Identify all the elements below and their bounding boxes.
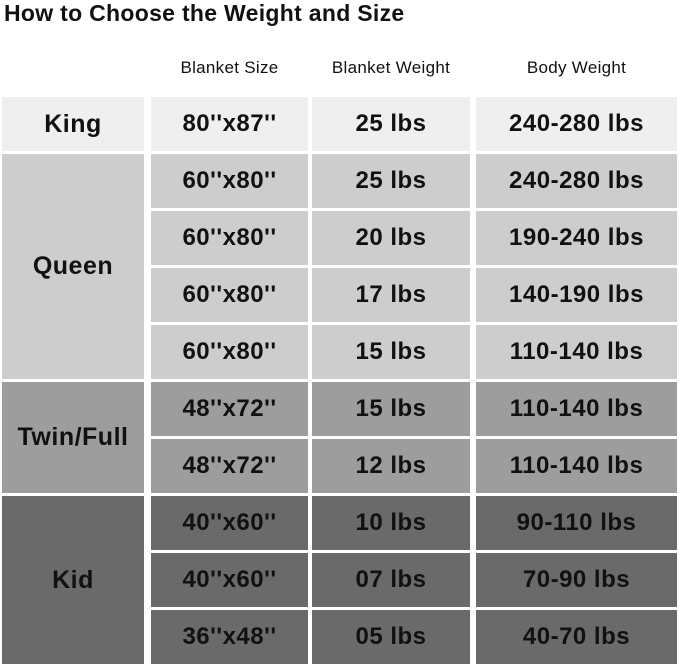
blanket-weight-cell: 15 lbs bbox=[312, 325, 470, 379]
blanket-weight-cell: 05 lbs bbox=[312, 610, 470, 664]
blanket-weight-cell: 10 lbs bbox=[312, 496, 470, 550]
blanket-size-cell: 36''x48'' bbox=[151, 610, 308, 664]
blanket-size-cell: 40''x60'' bbox=[151, 496, 308, 550]
body-weight-cell: 240-280 lbs bbox=[476, 97, 677, 151]
header-body-weight: Body Weight bbox=[526, 58, 627, 77]
blanket-weight-cell: 17 lbs bbox=[312, 268, 470, 322]
blanket-size-cell: 48''x72'' bbox=[151, 439, 308, 493]
body-weight-cell: 110-140 lbs bbox=[476, 439, 677, 493]
blanket-weight-cell: 20 lbs bbox=[312, 211, 470, 265]
size-group-label: Twin/Full bbox=[2, 382, 144, 493]
body-weight-cell: 110-140 lbs bbox=[476, 325, 677, 379]
size-group-label: Kid bbox=[2, 496, 144, 664]
body-weight-cell: 240-280 lbs bbox=[476, 154, 677, 208]
blanket-size-cell: 40''x60'' bbox=[151, 553, 308, 607]
size-group-label: King bbox=[2, 97, 144, 151]
blanket-size-cell: 60''x80'' bbox=[151, 325, 308, 379]
blanket-weight-cell: 12 lbs bbox=[312, 439, 470, 493]
blanket-weight-cell: 15 lbs bbox=[312, 382, 470, 436]
blanket-weight-cell: 25 lbs bbox=[312, 154, 470, 208]
blanket-size-cell: 60''x80'' bbox=[151, 211, 308, 265]
blanket-weight-cell: 25 lbs bbox=[312, 97, 470, 151]
blanket-size-cell: 48''x72'' bbox=[151, 382, 308, 436]
blanket-size-cell: 80''x87'' bbox=[151, 97, 308, 151]
body-weight-cell: 40-70 lbs bbox=[476, 610, 677, 664]
body-weight-cell: 90-110 lbs bbox=[476, 496, 677, 550]
size-group-label: Queen bbox=[2, 154, 144, 379]
page-title: How to Choose the Weight and Size bbox=[4, 0, 405, 26]
header-blanket-size: Blanket Size bbox=[180, 58, 279, 77]
body-weight-cell: 70-90 lbs bbox=[476, 553, 677, 607]
body-weight-cell: 110-140 lbs bbox=[476, 382, 677, 436]
blanket-weight-cell: 07 lbs bbox=[312, 553, 470, 607]
header-blanket-weight: Blanket Weight bbox=[331, 58, 451, 77]
blanket-size-cell: 60''x80'' bbox=[151, 268, 308, 322]
body-weight-cell: 140-190 lbs bbox=[476, 268, 677, 322]
blanket-size-cell: 60''x80'' bbox=[151, 154, 308, 208]
body-weight-cell: 190-240 lbs bbox=[476, 211, 677, 265]
